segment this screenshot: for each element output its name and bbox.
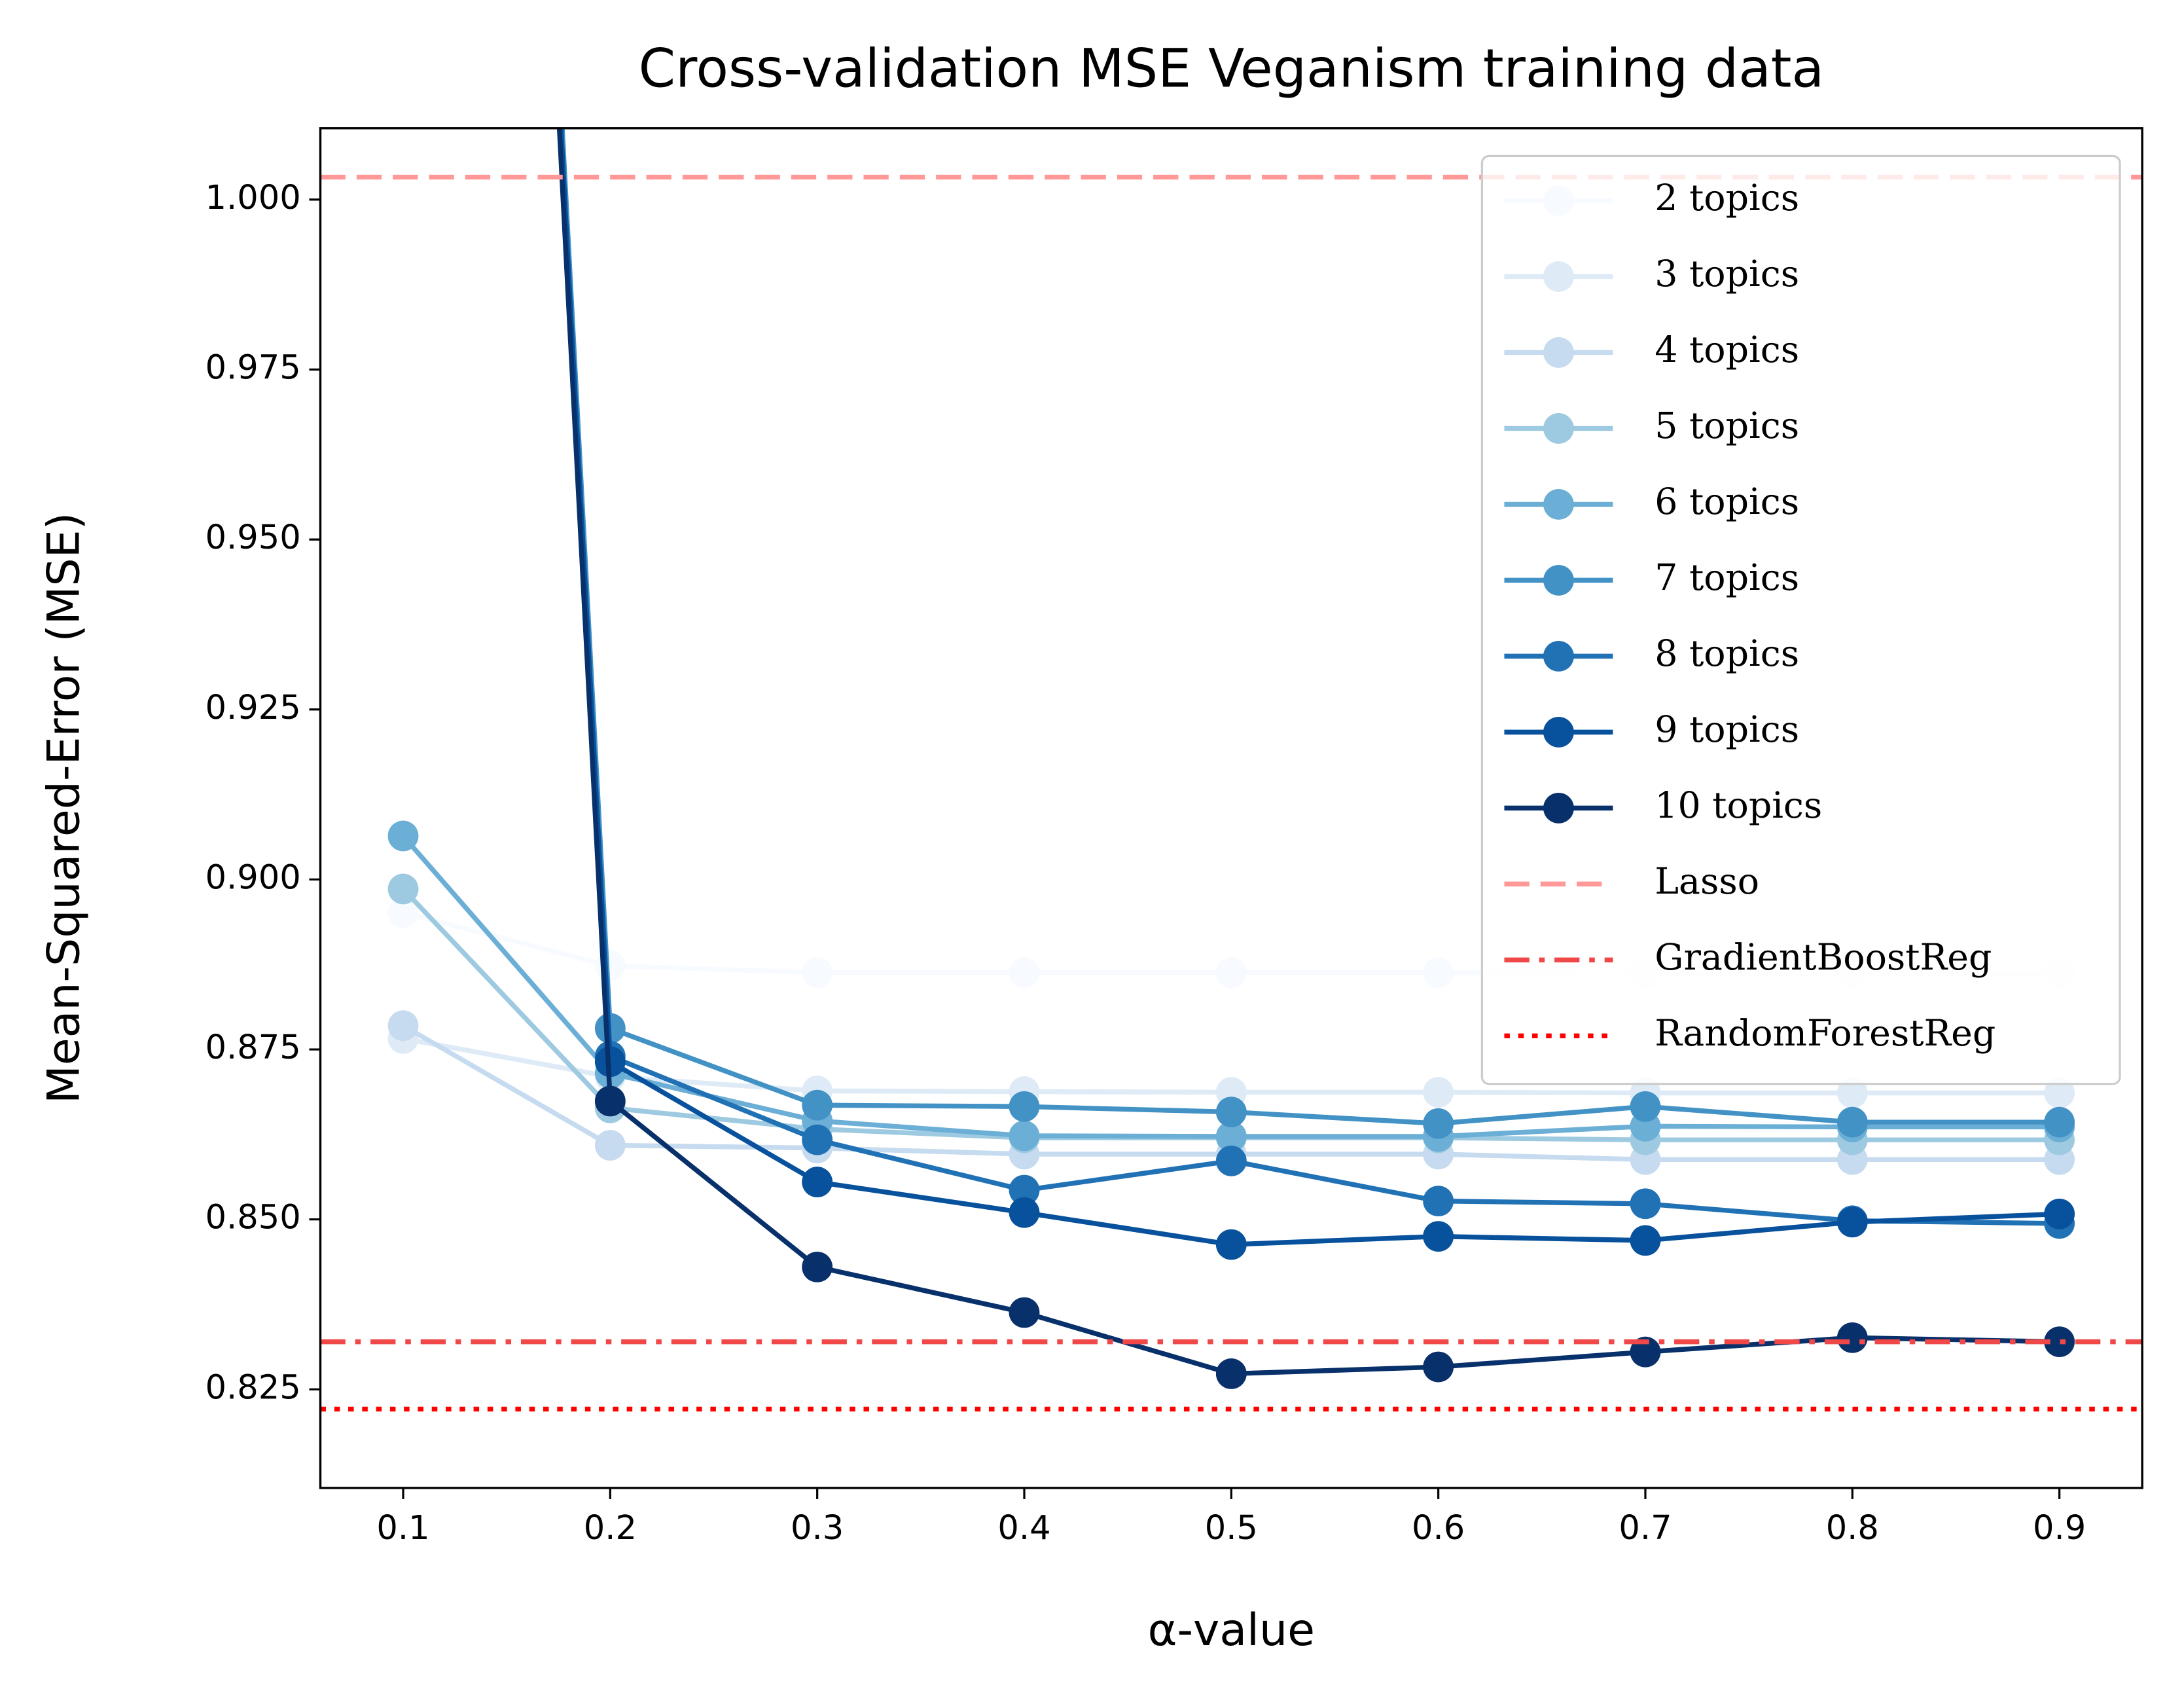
point bbox=[1423, 957, 1454, 989]
point bbox=[1423, 1186, 1454, 1217]
x-axis-label: α-value bbox=[1148, 1605, 1315, 1656]
legend-label: 7 topics bbox=[1655, 557, 1799, 599]
x-tick-label: 0.8 bbox=[1826, 1509, 1879, 1548]
legend-label: RandomForestReg bbox=[1655, 1013, 1996, 1055]
point bbox=[594, 1085, 626, 1117]
x-tick-label: 0.6 bbox=[1412, 1509, 1465, 1548]
legend-label: 6 topics bbox=[1655, 481, 1799, 523]
y-tick-label: 0.950 bbox=[206, 518, 301, 557]
legend-marker bbox=[1543, 564, 1574, 596]
point bbox=[2044, 1326, 2075, 1358]
point bbox=[1630, 1336, 1661, 1368]
point bbox=[1009, 1091, 1040, 1122]
point bbox=[1215, 1358, 1247, 1389]
point bbox=[594, 1130, 626, 1161]
point bbox=[1009, 957, 1040, 989]
legend-marker bbox=[1543, 261, 1574, 292]
point bbox=[1423, 1077, 1454, 1108]
legend-label: Lasso bbox=[1655, 861, 1759, 903]
point bbox=[387, 820, 419, 852]
legend-marker bbox=[1543, 337, 1574, 368]
legend-label: 9 topics bbox=[1655, 709, 1799, 751]
x-tick-label: 0.3 bbox=[791, 1509, 844, 1548]
x-tick-label: 0.2 bbox=[584, 1509, 637, 1548]
point bbox=[2044, 1198, 2075, 1229]
plot-area bbox=[320, 128, 2143, 1412]
point bbox=[1423, 1351, 1454, 1383]
point bbox=[1630, 1188, 1661, 1220]
y-axis-label: Mean-Squared-Error (MSE) bbox=[39, 513, 90, 1104]
point bbox=[1009, 1174, 1040, 1206]
y-tick-label: 0.850 bbox=[206, 1199, 301, 1237]
y-tick-label: 0.875 bbox=[206, 1028, 301, 1067]
point bbox=[387, 873, 419, 905]
y-tick-label: 0.925 bbox=[206, 689, 301, 727]
legend-marker bbox=[1543, 640, 1574, 672]
point bbox=[1836, 1106, 1868, 1138]
y-tick-label: 0.900 bbox=[206, 858, 301, 897]
point bbox=[1423, 1108, 1454, 1139]
point bbox=[1630, 1225, 1661, 1256]
legend-label: 4 topics bbox=[1655, 329, 1799, 371]
x-tick-label: 0.5 bbox=[1205, 1509, 1258, 1548]
legend-marker bbox=[1543, 716, 1574, 748]
legend-label: 2 topics bbox=[1655, 177, 1799, 219]
chart-title: Cross-validation MSE Veganism training d… bbox=[639, 39, 1824, 100]
point bbox=[1009, 1297, 1040, 1328]
point bbox=[802, 1089, 833, 1121]
legend-marker bbox=[1543, 792, 1574, 824]
point bbox=[1836, 1322, 1868, 1353]
point bbox=[1215, 1097, 1247, 1128]
x-tick-label: 0.4 bbox=[997, 1509, 1050, 1548]
y-tick-label: 0.975 bbox=[206, 348, 301, 387]
point bbox=[1836, 1078, 1868, 1108]
x-tick-label: 0.7 bbox=[1619, 1509, 1672, 1548]
point bbox=[1215, 1145, 1247, 1176]
legend-marker bbox=[1543, 489, 1574, 520]
point bbox=[1630, 1091, 1661, 1122]
legend: 2 topics 3 topics 4 topics 5 topics 6 topics… bbox=[1480, 154, 2121, 1085]
y-tick-label: 0.825 bbox=[206, 1368, 301, 1407]
point bbox=[1009, 1197, 1040, 1228]
point bbox=[1215, 957, 1247, 989]
legend-marker bbox=[1543, 413, 1574, 444]
legend-frame bbox=[1480, 154, 2121, 1085]
point bbox=[387, 897, 419, 928]
point bbox=[2044, 1078, 2075, 1108]
point bbox=[1009, 1120, 1040, 1152]
point bbox=[387, 1010, 419, 1042]
point bbox=[2044, 1106, 2075, 1138]
legend-label: 3 topics bbox=[1655, 253, 1799, 295]
point bbox=[1215, 1229, 1247, 1260]
point bbox=[802, 1124, 833, 1155]
legend-label: 8 topics bbox=[1655, 633, 1799, 675]
legend-label: 10 topics bbox=[1655, 785, 1822, 827]
point bbox=[1215, 1121, 1247, 1152]
x-tick-label: 0.9 bbox=[2033, 1509, 2086, 1548]
legend-label: 5 topics bbox=[1655, 405, 1799, 447]
legend-label: GradientBoostReg bbox=[1655, 937, 1992, 979]
point bbox=[802, 1251, 833, 1282]
point bbox=[1836, 1207, 1868, 1238]
legend-marker bbox=[1543, 185, 1574, 216]
point bbox=[802, 957, 833, 989]
y-tick-label: 1.000 bbox=[206, 179, 301, 217]
point bbox=[594, 950, 626, 981]
point bbox=[1423, 1221, 1454, 1252]
x-tick-label: 0.1 bbox=[376, 1509, 429, 1548]
point bbox=[802, 1167, 833, 1197]
